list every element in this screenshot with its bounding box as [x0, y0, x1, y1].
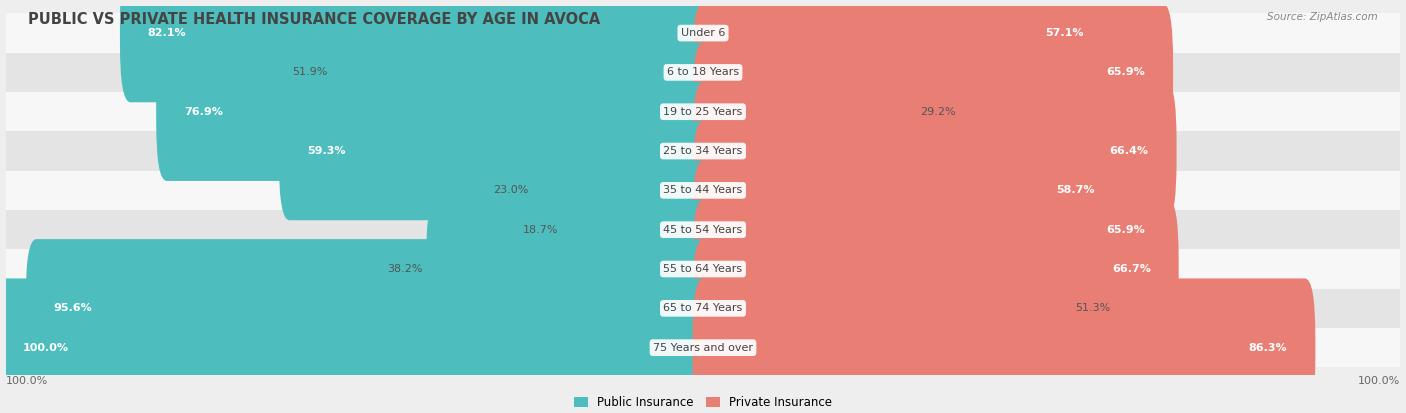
FancyBboxPatch shape: [531, 121, 713, 260]
FancyBboxPatch shape: [693, 3, 1173, 142]
Legend: Public Insurance, Private Insurance: Public Insurance, Private Insurance: [569, 391, 837, 413]
Bar: [6, 210, 1400, 249]
Text: 19 to 25 Years: 19 to 25 Years: [664, 107, 742, 117]
Text: 59.3%: 59.3%: [307, 146, 346, 156]
Text: 51.3%: 51.3%: [1074, 303, 1109, 313]
FancyBboxPatch shape: [693, 0, 1112, 102]
FancyBboxPatch shape: [693, 278, 1316, 413]
Bar: [6, 249, 1400, 289]
FancyBboxPatch shape: [693, 239, 1071, 377]
FancyBboxPatch shape: [156, 43, 713, 181]
FancyBboxPatch shape: [330, 3, 713, 142]
Text: 38.2%: 38.2%: [387, 264, 423, 274]
Text: 86.3%: 86.3%: [1249, 343, 1288, 353]
Text: 57.1%: 57.1%: [1045, 28, 1084, 38]
Text: 25 to 34 Years: 25 to 34 Years: [664, 146, 742, 156]
Text: 95.6%: 95.6%: [53, 303, 93, 313]
Text: 65 to 74 Years: 65 to 74 Years: [664, 303, 742, 313]
FancyBboxPatch shape: [693, 82, 1177, 220]
Text: 6 to 18 Years: 6 to 18 Years: [666, 67, 740, 77]
Bar: [6, 289, 1400, 328]
FancyBboxPatch shape: [278, 82, 713, 220]
FancyBboxPatch shape: [0, 278, 713, 413]
Bar: [6, 92, 1400, 131]
Text: Source: ZipAtlas.com: Source: ZipAtlas.com: [1267, 12, 1378, 22]
Text: 65.9%: 65.9%: [1107, 225, 1144, 235]
FancyBboxPatch shape: [426, 200, 713, 338]
Bar: [6, 131, 1400, 171]
Text: PUBLIC VS PRIVATE HEALTH INSURANCE COVERAGE BY AGE IN AVOCA: PUBLIC VS PRIVATE HEALTH INSURANCE COVER…: [28, 12, 600, 27]
Bar: [6, 328, 1400, 367]
Text: 51.9%: 51.9%: [291, 67, 328, 77]
FancyBboxPatch shape: [693, 200, 1178, 338]
Text: 65.9%: 65.9%: [1107, 67, 1144, 77]
FancyBboxPatch shape: [693, 121, 1123, 260]
FancyBboxPatch shape: [693, 43, 917, 181]
Bar: [6, 171, 1400, 210]
Text: 23.0%: 23.0%: [494, 185, 529, 195]
FancyBboxPatch shape: [25, 239, 713, 377]
Text: 58.7%: 58.7%: [1056, 185, 1095, 195]
Text: 100.0%: 100.0%: [22, 343, 69, 353]
Text: 66.7%: 66.7%: [1112, 264, 1150, 274]
Bar: [6, 53, 1400, 92]
Text: 100.0%: 100.0%: [6, 376, 48, 386]
Text: 66.4%: 66.4%: [1109, 146, 1149, 156]
Text: 55 to 64 Years: 55 to 64 Years: [664, 264, 742, 274]
Text: 82.1%: 82.1%: [148, 28, 187, 38]
Text: 75 Years and over: 75 Years and over: [652, 343, 754, 353]
Text: 100.0%: 100.0%: [1358, 376, 1400, 386]
Text: 45 to 54 Years: 45 to 54 Years: [664, 225, 742, 235]
FancyBboxPatch shape: [120, 0, 713, 102]
FancyBboxPatch shape: [693, 161, 1173, 299]
Text: 35 to 44 Years: 35 to 44 Years: [664, 185, 742, 195]
Text: 18.7%: 18.7%: [523, 225, 558, 235]
Bar: [6, 13, 1400, 53]
Text: 76.9%: 76.9%: [184, 107, 224, 117]
FancyBboxPatch shape: [562, 161, 713, 299]
Text: 29.2%: 29.2%: [921, 107, 956, 117]
Text: Under 6: Under 6: [681, 28, 725, 38]
